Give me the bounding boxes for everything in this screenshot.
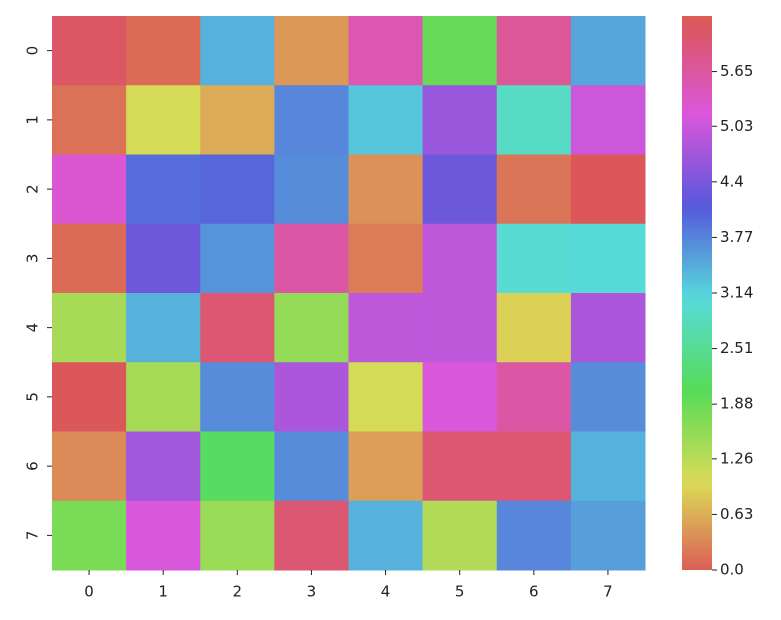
- heatmap-cell: [274, 293, 349, 363]
- y-tick-label: 3: [24, 254, 42, 264]
- heatmap-cell: [496, 293, 572, 363]
- heatmap-cell: [422, 223, 498, 294]
- heatmap-cell: [126, 431, 201, 502]
- heatmap-cell: [348, 223, 424, 294]
- heatmap-cell: [52, 362, 127, 432]
- colorbar-tick-label: 0.0: [720, 561, 744, 579]
- heatmap-cell: [52, 16, 127, 86]
- heatmap-cell: [274, 154, 349, 225]
- heatmap-cell: [126, 154, 201, 225]
- heatmap-cell: [570, 293, 646, 363]
- heatmap-cell: [570, 223, 646, 294]
- y-tick-label: 5: [24, 392, 42, 402]
- heatmap-cell: [200, 431, 275, 502]
- x-tick-label: 4: [381, 583, 391, 601]
- x-tick-label: 7: [603, 583, 613, 601]
- heatmap-cell: [348, 362, 424, 432]
- heatmap-cell: [52, 500, 127, 571]
- heatmap-cell: [274, 500, 349, 571]
- heatmap-cell: [274, 431, 349, 502]
- x-tick-label: 2: [233, 583, 243, 601]
- heatmap-cell: [126, 16, 201, 86]
- heatmap-cell: [348, 431, 424, 502]
- heatmap-cell: [274, 362, 349, 432]
- heatmap-cell: [496, 154, 572, 225]
- x-tick-label: 0: [84, 583, 94, 601]
- heatmap-cell: [348, 293, 424, 363]
- heatmap-cell: [126, 362, 201, 432]
- heatmap-cell: [274, 16, 349, 86]
- heatmap-cell: [200, 16, 275, 86]
- heatmap-cell: [422, 431, 498, 502]
- colorbar: [682, 16, 712, 570]
- x-tick-label: 1: [158, 583, 168, 601]
- heatmap-cell: [422, 362, 498, 432]
- colorbar-tick-label: 1.26: [720, 449, 753, 467]
- heatmap-cell: [200, 500, 275, 571]
- heatmap-cell: [422, 85, 498, 155]
- heatmap-cell: [422, 154, 498, 225]
- heatmap-cell: [570, 85, 646, 155]
- y-tick-label: 1: [24, 115, 42, 125]
- heatmap-cell: [52, 431, 127, 502]
- y-tick-label: 2: [24, 184, 42, 194]
- heatmap-cell: [496, 500, 572, 571]
- heatmap-cell: [348, 85, 424, 155]
- heatmap-cell: [570, 154, 646, 225]
- heatmap-cell: [570, 362, 646, 432]
- y-tick-label: 6: [24, 461, 42, 471]
- colorbar-tick-label: 5.03: [720, 117, 753, 135]
- heatmap-cell: [348, 154, 424, 225]
- heatmap-cell: [200, 223, 275, 294]
- heatmap-cell: [126, 223, 201, 294]
- heatmap-cell: [200, 362, 275, 432]
- y-tick-label: 4: [24, 323, 42, 333]
- heatmap-cell: [200, 85, 275, 155]
- colorbar-tick-label: 2.51: [720, 339, 753, 357]
- heatmap-cell: [200, 293, 275, 363]
- heatmap-cell: [126, 293, 201, 363]
- heatmap-cell: [496, 223, 572, 294]
- colorbar-tick-label: 3.14: [720, 284, 753, 302]
- heatmap-cell: [126, 500, 201, 571]
- heatmap-cell: [496, 431, 572, 502]
- heatmap-cell: [422, 16, 498, 86]
- heatmap-cell: [496, 16, 572, 86]
- x-tick-label: 5: [455, 583, 465, 601]
- heatmap-cell: [570, 16, 646, 86]
- heatmap-cell: [570, 500, 646, 571]
- colorbar-tick-label: 5.65: [720, 62, 753, 80]
- heatmap-cell: [422, 293, 498, 363]
- heatmap-cell: [496, 85, 572, 155]
- x-tick-label: 3: [307, 583, 317, 601]
- heatmap-cell: [570, 431, 646, 502]
- heatmap-cell: [496, 362, 572, 432]
- heatmap-cell: [422, 500, 498, 571]
- heatmap-cell: [274, 223, 349, 294]
- y-tick-label: 0: [24, 46, 42, 56]
- heatmap-cell: [52, 223, 127, 294]
- y-tick-label: 7: [24, 531, 42, 541]
- heatmap-cell: [126, 85, 201, 155]
- heatmap-cell: [52, 85, 127, 155]
- colorbar-tick-label: 0.63: [720, 505, 753, 523]
- x-tick-label: 6: [529, 583, 539, 601]
- heatmap-cell: [52, 154, 127, 225]
- heatmap-cell: [200, 154, 275, 225]
- heatmap-cell: [348, 500, 424, 571]
- heatmap-cell: [274, 85, 349, 155]
- colorbar-tick-label: 4.4: [720, 172, 744, 190]
- colorbar-tick-label: 3.77: [720, 228, 753, 246]
- colorbar-tick-label: 1.88: [720, 395, 753, 413]
- heatmap-cell: [348, 16, 424, 86]
- heatmap-cell: [52, 293, 127, 363]
